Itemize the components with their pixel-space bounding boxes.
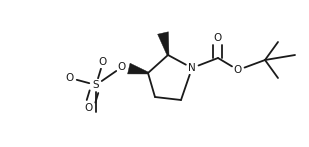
Text: S: S <box>93 80 99 90</box>
Text: N: N <box>188 63 196 73</box>
Text: O: O <box>99 57 107 67</box>
Polygon shape <box>158 32 169 55</box>
Text: O: O <box>118 62 126 72</box>
Text: O: O <box>85 103 93 113</box>
Text: O: O <box>214 33 222 43</box>
Polygon shape <box>128 63 148 74</box>
Text: O: O <box>234 65 242 75</box>
Text: O: O <box>66 73 74 83</box>
